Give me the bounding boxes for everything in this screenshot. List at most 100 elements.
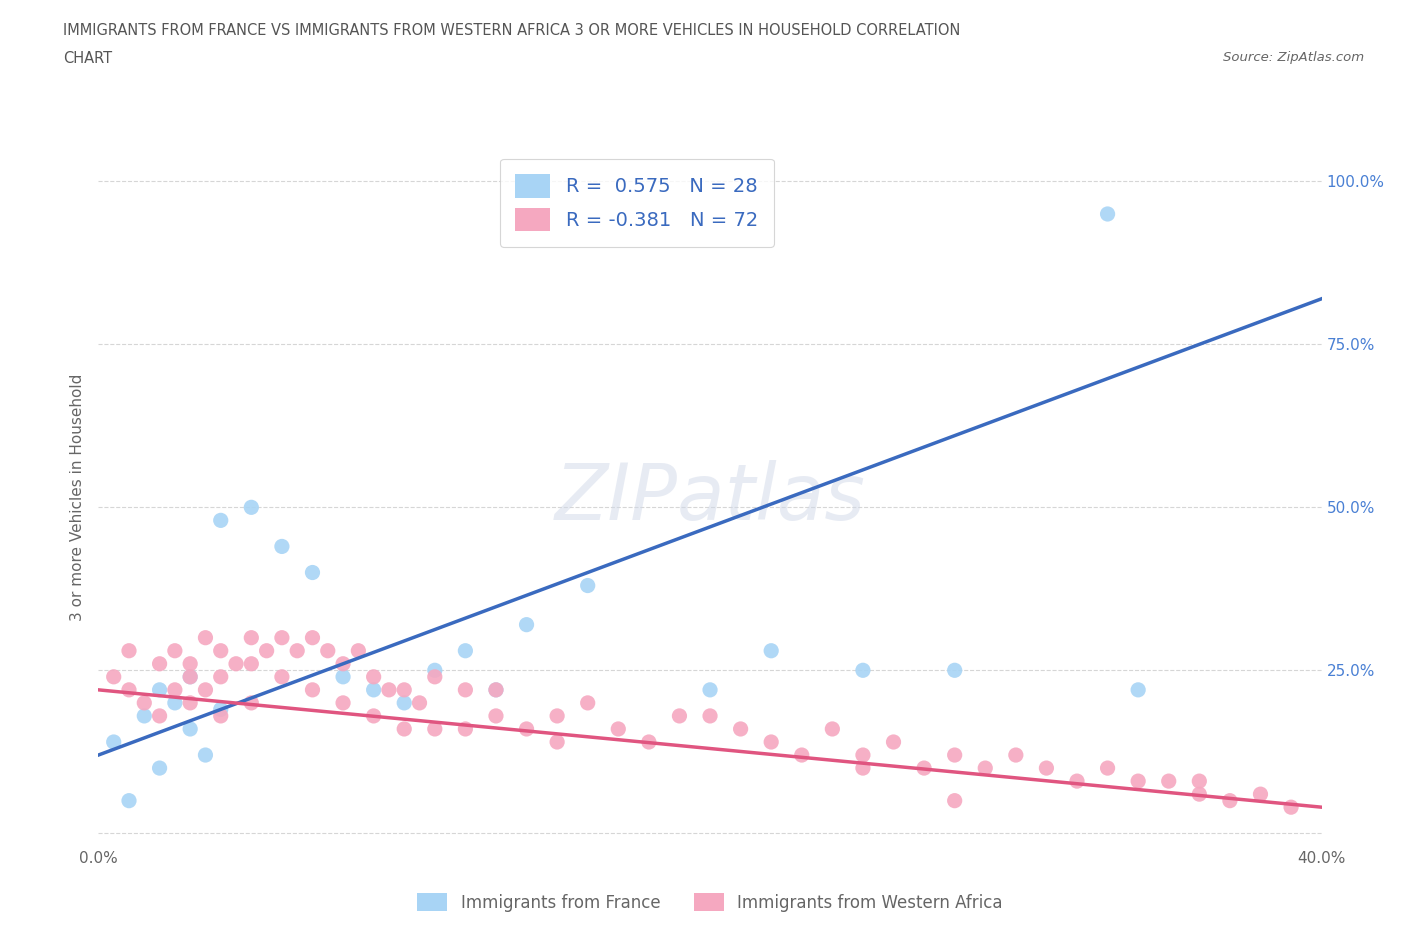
Point — [883, 735, 905, 750]
Point — [240, 657, 263, 671]
Point — [454, 683, 477, 698]
Text: CHART: CHART — [63, 51, 112, 66]
Point — [103, 670, 125, 684]
Point — [759, 735, 782, 750]
Point — [759, 644, 782, 658]
Point — [363, 670, 385, 684]
Point — [1128, 774, 1150, 789]
Point — [179, 696, 201, 711]
Point — [912, 761, 935, 776]
Point — [576, 696, 599, 711]
Point — [225, 657, 247, 671]
Point — [546, 735, 568, 750]
Point — [1035, 761, 1057, 776]
Point — [163, 696, 186, 711]
Point — [285, 644, 308, 658]
Point — [256, 644, 278, 658]
Point — [332, 670, 354, 684]
Point — [1097, 206, 1119, 221]
Point — [179, 722, 201, 737]
Point — [1219, 793, 1241, 808]
Point — [821, 722, 844, 737]
Point — [209, 709, 232, 724]
Point — [943, 793, 966, 808]
Point — [149, 683, 172, 698]
Point — [301, 631, 323, 645]
Point — [240, 631, 263, 645]
Point — [270, 670, 292, 684]
Point — [485, 709, 508, 724]
Point — [149, 709, 172, 724]
Point — [209, 513, 232, 528]
Point — [103, 735, 125, 750]
Point — [1249, 787, 1271, 802]
Text: Source: ZipAtlas.com: Source: ZipAtlas.com — [1223, 51, 1364, 64]
Text: ZIPatlas: ZIPatlas — [554, 459, 866, 536]
Point — [576, 578, 599, 593]
Point — [194, 631, 217, 645]
Y-axis label: 3 or more Vehicles in Household: 3 or more Vehicles in Household — [69, 374, 84, 621]
Point — [546, 709, 568, 724]
Point — [516, 722, 538, 737]
Point — [392, 683, 416, 698]
Point — [454, 722, 477, 737]
Point — [163, 683, 186, 698]
Legend: Immigrants from France, Immigrants from Western Africa: Immigrants from France, Immigrants from … — [411, 886, 1010, 918]
Point — [209, 702, 232, 717]
Point — [1188, 774, 1211, 789]
Point — [423, 670, 446, 684]
Point — [454, 644, 477, 658]
Point — [637, 735, 661, 750]
Point — [209, 670, 232, 684]
Point — [790, 748, 813, 763]
Point — [270, 539, 292, 554]
Point — [1128, 683, 1150, 698]
Point — [332, 696, 354, 711]
Point — [485, 683, 508, 698]
Point — [943, 663, 966, 678]
Point — [699, 683, 721, 698]
Point — [347, 644, 370, 658]
Point — [270, 631, 292, 645]
Point — [179, 657, 201, 671]
Point — [1157, 774, 1180, 789]
Point — [301, 683, 323, 698]
Point — [118, 644, 141, 658]
Point — [301, 565, 323, 580]
Point — [316, 644, 339, 658]
Point — [423, 663, 446, 678]
Point — [1279, 800, 1302, 815]
Point — [240, 696, 263, 711]
Point — [363, 709, 385, 724]
Text: IMMIGRANTS FROM FRANCE VS IMMIGRANTS FROM WESTERN AFRICA 3 OR MORE VEHICLES IN H: IMMIGRANTS FROM FRANCE VS IMMIGRANTS FRO… — [63, 23, 960, 38]
Point — [363, 683, 385, 698]
Point — [332, 657, 354, 671]
Point — [163, 644, 186, 658]
Point — [240, 500, 263, 515]
Point — [699, 709, 721, 724]
Point — [423, 722, 446, 737]
Point — [974, 761, 997, 776]
Point — [392, 696, 416, 711]
Point — [516, 618, 538, 632]
Point — [607, 722, 630, 737]
Point — [943, 748, 966, 763]
Point — [392, 722, 416, 737]
Point — [485, 683, 508, 698]
Point — [134, 696, 156, 711]
Point — [209, 644, 232, 658]
Point — [149, 761, 172, 776]
Point — [852, 748, 875, 763]
Point — [1097, 761, 1119, 776]
Point — [668, 709, 690, 724]
Point — [118, 793, 141, 808]
Point — [194, 683, 217, 698]
Point — [179, 670, 201, 684]
Point — [194, 748, 217, 763]
Point — [1066, 774, 1088, 789]
Point — [134, 709, 156, 724]
Point — [1188, 787, 1211, 802]
Point — [118, 683, 141, 698]
Point — [1004, 748, 1026, 763]
Point — [179, 670, 201, 684]
